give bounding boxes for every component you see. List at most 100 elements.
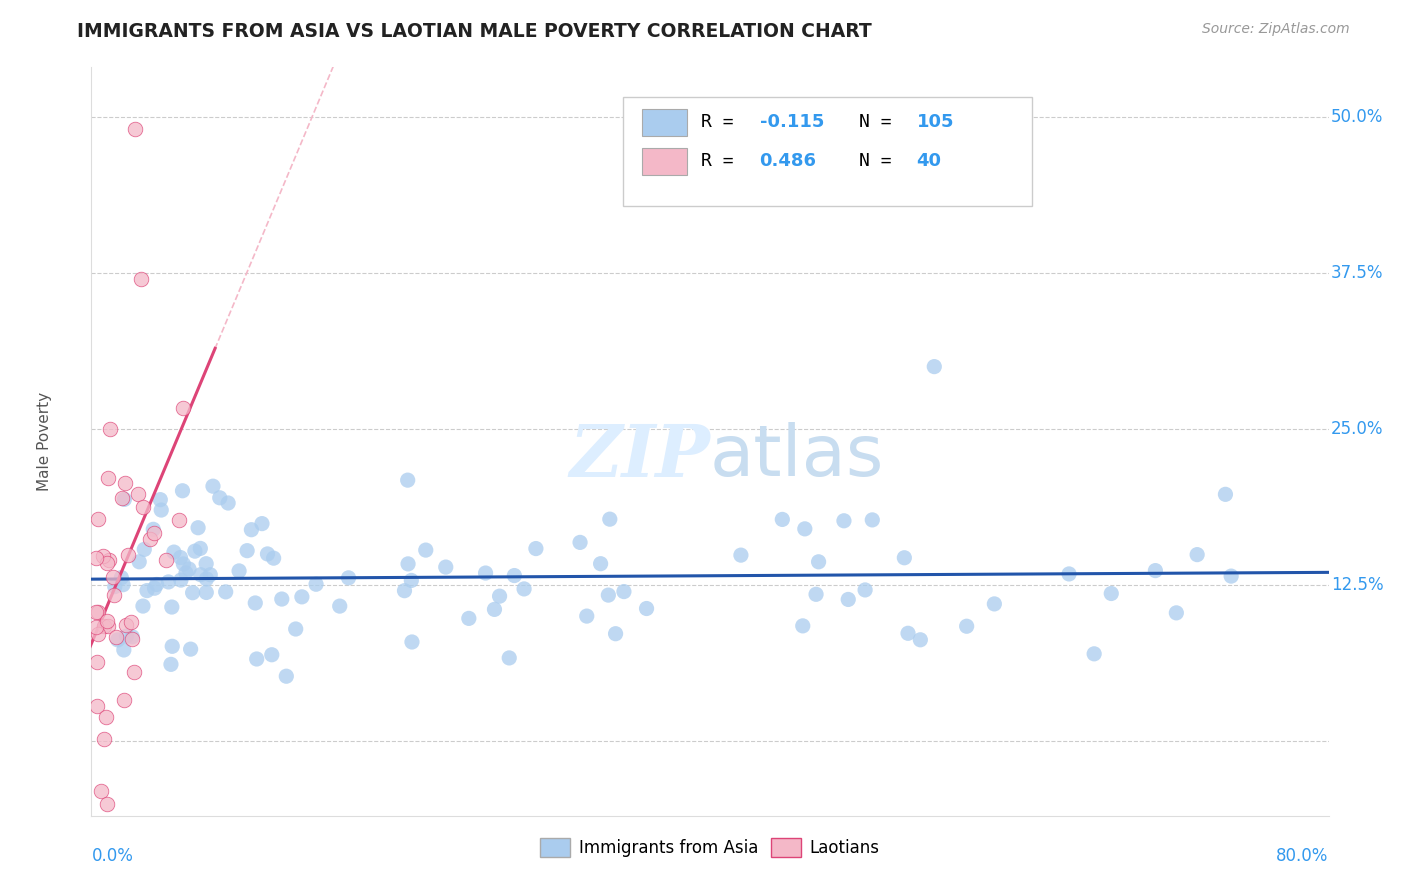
Point <box>569 535 592 549</box>
Point <box>498 651 520 665</box>
Text: 37.5%: 37.5% <box>1331 264 1384 282</box>
Point <box>415 543 437 558</box>
Point <box>129 272 152 286</box>
Point <box>1083 647 1105 661</box>
Point <box>150 503 173 517</box>
Point <box>174 566 197 580</box>
Point <box>84 620 107 634</box>
Point <box>160 657 183 672</box>
Point <box>228 564 250 578</box>
Point <box>636 601 658 615</box>
Point <box>396 557 419 571</box>
Point <box>184 544 207 558</box>
Point <box>97 619 120 633</box>
Point <box>190 567 212 582</box>
Text: 0.486: 0.486 <box>759 152 817 169</box>
Point <box>86 699 108 714</box>
Point <box>730 548 752 562</box>
Point <box>956 619 979 633</box>
Point <box>122 665 145 680</box>
Point <box>91 549 114 563</box>
Point <box>97 471 120 485</box>
Point <box>260 648 283 662</box>
Point <box>195 572 218 586</box>
Point <box>124 122 146 136</box>
Text: ZIP: ZIP <box>569 421 710 492</box>
Point <box>457 611 479 625</box>
Point <box>246 652 269 666</box>
Point <box>139 533 162 547</box>
Point <box>104 580 127 594</box>
Point <box>488 589 510 603</box>
Point <box>87 626 110 640</box>
Point <box>157 574 180 589</box>
Text: Male Poverty: Male Poverty <box>37 392 52 491</box>
Point <box>101 570 124 584</box>
Point <box>983 597 1005 611</box>
Text: 25.0%: 25.0% <box>1331 420 1384 438</box>
Point <box>187 521 209 535</box>
Point <box>240 523 263 537</box>
Text: R =: R = <box>702 152 745 169</box>
Point <box>128 555 150 569</box>
Point <box>276 669 298 683</box>
Point <box>143 581 166 595</box>
Text: 50.0%: 50.0% <box>1331 108 1384 126</box>
Point <box>93 732 115 747</box>
Point <box>291 590 314 604</box>
FancyBboxPatch shape <box>643 109 686 136</box>
Point <box>142 526 165 541</box>
Point <box>127 487 149 501</box>
Point <box>793 522 815 536</box>
Point <box>163 545 186 559</box>
Point <box>96 797 118 811</box>
Point <box>853 582 876 597</box>
Text: 40: 40 <box>917 152 942 169</box>
Point <box>170 573 193 587</box>
Point <box>114 617 136 632</box>
Point <box>112 643 135 657</box>
Point <box>155 553 177 567</box>
Point <box>84 605 107 619</box>
Text: 12.5%: 12.5% <box>1331 576 1384 594</box>
Point <box>114 476 136 491</box>
Point <box>181 585 204 599</box>
Text: 105: 105 <box>917 112 955 130</box>
Text: R =: R = <box>702 112 745 130</box>
Point <box>770 512 793 526</box>
Point <box>503 568 526 582</box>
Point <box>215 585 238 599</box>
Point <box>149 492 172 507</box>
Point <box>284 622 307 636</box>
Point <box>893 550 915 565</box>
Point <box>250 516 273 531</box>
Point <box>1215 487 1237 501</box>
Point <box>1220 569 1243 583</box>
Point <box>110 571 132 585</box>
Point <box>142 522 165 536</box>
Point <box>107 632 129 647</box>
Point <box>136 583 159 598</box>
Text: 0.0%: 0.0% <box>91 847 134 864</box>
Point <box>98 553 121 567</box>
Point <box>807 555 830 569</box>
Point <box>86 655 108 669</box>
Point <box>121 630 143 644</box>
Point <box>195 557 218 571</box>
Text: N =: N = <box>859 152 903 169</box>
Point <box>160 600 183 615</box>
Point <box>96 556 118 570</box>
Point <box>832 514 855 528</box>
Point <box>93 618 115 632</box>
Point <box>172 557 194 571</box>
Point <box>177 562 200 576</box>
Point <box>474 566 496 580</box>
Point <box>160 640 183 654</box>
Point <box>922 359 945 374</box>
Point <box>172 483 194 498</box>
Point <box>245 596 267 610</box>
Point <box>132 599 155 613</box>
Point <box>1166 606 1188 620</box>
Point <box>484 602 506 616</box>
Text: IMMIGRANTS FROM ASIA VS LAOTIAN MALE POVERTY CORRELATION CHART: IMMIGRANTS FROM ASIA VS LAOTIAN MALE POV… <box>77 22 872 41</box>
